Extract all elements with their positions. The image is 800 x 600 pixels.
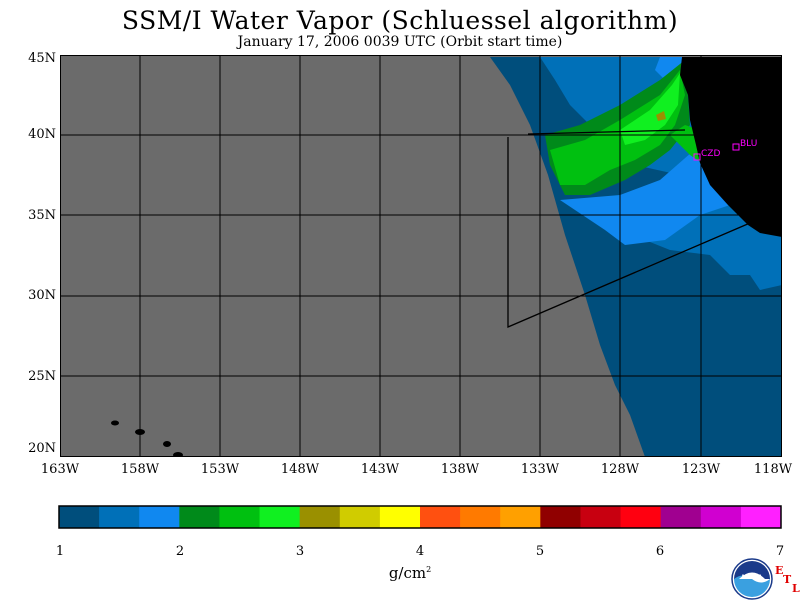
region-outline-top [527, 129, 686, 135]
colorbar-cell [580, 506, 622, 528]
svg-text:NOAA: NOAA [742, 573, 763, 581]
lon-label-138w: 138W [440, 462, 480, 477]
station-czd-label: CZD [701, 149, 720, 159]
swath-bright-green [620, 73, 680, 145]
lat-label-40n: 40N [28, 127, 56, 142]
map-frame [60, 55, 782, 457]
lon-label-128w: 128W [600, 462, 640, 477]
lat-label-35n: 35N [28, 208, 56, 223]
colorbar-cell [299, 506, 341, 528]
colorbar-cell [420, 506, 461, 528]
station-blu-marker [732, 143, 740, 151]
lat-label-20n: 20N [28, 441, 56, 456]
lon-label-133w: 133W [520, 462, 560, 477]
colorbar-tick-5: 5 [535, 544, 545, 559]
lat-lon-grid [60, 55, 782, 457]
colorbar-unit: g/cm2 [388, 564, 432, 582]
colorbar-cell [59, 506, 100, 528]
colorbar-cell [540, 506, 581, 528]
region-outline [507, 137, 751, 328]
water-vapor-map: CZD BLU [60, 55, 782, 457]
colorbar [58, 505, 782, 529]
colorbar-cell [700, 506, 742, 528]
island-maui [163, 441, 171, 447]
colorbar-cell [740, 506, 782, 528]
colorbar-cell [379, 506, 421, 528]
colorbar-cell [500, 506, 541, 528]
colorbar-tick-6: 6 [655, 544, 665, 559]
colorbar-cell [460, 506, 501, 528]
colorbar-tick-4: 4 [415, 544, 425, 559]
colorbar-cell [139, 506, 180, 528]
lon-label-153w: 153W [200, 462, 240, 477]
swath-olive [656, 111, 666, 121]
colorbar-tick-7: 7 [775, 544, 785, 559]
map-title: SSM/I Water Vapor (Schluessel algorithm) [121, 6, 679, 35]
colorbar-cell [339, 506, 381, 528]
colorbar-cell [179, 506, 220, 528]
station-czd-marker [693, 153, 701, 161]
colorbar-frame [58, 505, 782, 529]
colorbar-tick-1: 1 [55, 544, 65, 559]
lon-label-118w: 118W [753, 462, 793, 477]
swath-green [550, 70, 685, 185]
lon-label-148w: 148W [280, 462, 320, 477]
lon-label-158w: 158W [120, 462, 160, 477]
lat-label-45n: 45N [28, 51, 56, 66]
etl-letter-t: T [783, 573, 792, 586]
etl-letter-e: E [775, 564, 784, 577]
island-kauai [111, 420, 119, 426]
lon-label-163w: 163W [40, 462, 80, 477]
station-blu-label: BLU [740, 139, 757, 149]
colorbar-tick-2: 2 [175, 544, 185, 559]
colorbar-cell [259, 506, 301, 528]
land-california [680, 57, 782, 237]
island-hawaii [173, 452, 183, 457]
swath-bright-blue [560, 145, 750, 245]
colorbar-cell [219, 506, 261, 528]
noaa-logo: NOAA [731, 558, 773, 600]
lat-label-30n: 30N [28, 288, 56, 303]
map-subtitle: January 17, 2006 0039 UTC (Orbit start t… [237, 34, 563, 50]
lat-label-25n: 25N [28, 369, 56, 384]
colorbar-tick-3: 3 [295, 544, 305, 559]
lon-label-123w: 123W [681, 462, 721, 477]
etl-letter-l: L [792, 582, 800, 595]
colorbar-cell [99, 506, 140, 528]
lon-label-143w: 143W [360, 462, 400, 477]
colorbar-cell [620, 506, 662, 528]
colorbar-cell [660, 506, 702, 528]
